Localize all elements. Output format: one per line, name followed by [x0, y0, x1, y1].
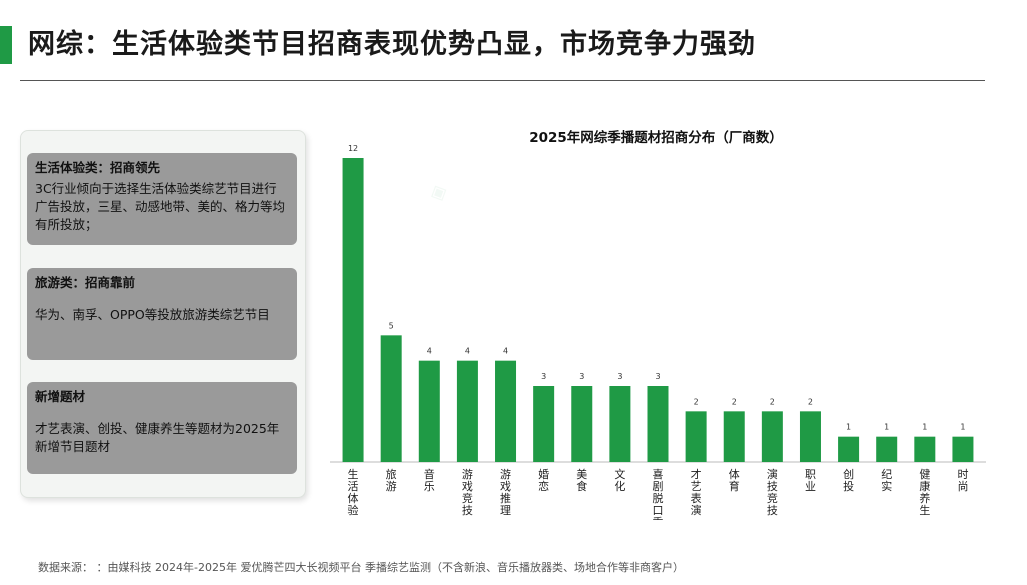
x-tick-label: 健康养生: [919, 468, 930, 517]
bar-13: [838, 436, 860, 462]
chart-title: 2025年网综季播题材招商分布（厂商数）: [529, 129, 783, 146]
bar-14: [876, 436, 898, 462]
x-tick-label: 创投: [843, 468, 854, 493]
bar-1: [380, 335, 402, 462]
card-body: 才艺表演、创投、健康养生等题材为2025年新增节目题材: [35, 421, 280, 454]
x-tick-label: 职业: [805, 468, 816, 493]
x-tick-label: 美食: [576, 468, 587, 493]
bar-value-label: 4: [427, 347, 432, 356]
bar-2: [418, 360, 440, 462]
card-body: 华为、南孚、OPPO等投放旅游类综艺节目: [35, 307, 270, 322]
bar-value-label: 1: [922, 423, 927, 432]
bar-value-label: 1: [960, 423, 965, 432]
title-accent-bar: [0, 26, 12, 64]
x-tick-label: 生活体验: [348, 467, 359, 517]
bar-3: [456, 360, 478, 462]
bars-group: [342, 158, 974, 462]
bar-15: [914, 436, 936, 462]
bar-value-label: 2: [732, 397, 737, 406]
x-tick-label: 游戏竞技: [462, 468, 473, 517]
data-source-note: 数据来源： ：由媒科技 2024年-2025年 爱优腾芒四大长视频平台 季播综艺…: [38, 561, 684, 574]
bar-value-label: 3: [655, 372, 660, 381]
card-lifestyle: 生活体验类：招商领先 3C行业倾向于选择生活体验类综艺节目进行广告投放，三星、动…: [27, 153, 297, 245]
bar-12: [799, 411, 821, 462]
x-tick-label: 文化: [614, 467, 625, 493]
x-tick-label: 音乐: [424, 467, 435, 493]
x-tick-label: 时尚: [957, 468, 968, 493]
bar-4: [495, 360, 517, 462]
bar-value-label: 1: [846, 423, 851, 432]
bar-value-label: 2: [770, 397, 775, 406]
x-tick-label: 纪实: [881, 468, 892, 493]
x-tick-label: 游戏推理: [500, 468, 511, 517]
bar-value-label: 2: [808, 397, 813, 406]
bar-value-label: 4: [503, 347, 508, 356]
card-title: 旅游类：招商靠前: [35, 275, 136, 290]
x-tick-label: 才艺表演: [691, 467, 702, 517]
bar-10: [723, 411, 745, 462]
x-tick-labels-group: 生活体验 旅游 音乐 游戏竞技 游戏推理 婚恋 美食 文化 喜剧脱口秀 才艺表演 体育 演技竞技 职业 创…: [348, 467, 969, 529]
card-title: 新增题材: [35, 389, 86, 404]
x-tick-label: 喜剧脱口秀: [653, 468, 664, 520]
x-tick-label: 旅游: [386, 467, 397, 493]
bar-7: [609, 386, 631, 462]
value-labels-group: 12 5 4 4 4 3 3 3 3 2 2 2 2 1 1 1 1: [348, 144, 966, 432]
card-new-topics: 新增题材 才艺表演、创投、健康养生等题材为2025年新增节目题材: [27, 382, 297, 474]
bar-value-label: 3: [579, 372, 584, 381]
bar-0: [342, 158, 364, 462]
bar-5: [533, 386, 555, 462]
bar-value-label: 12: [348, 144, 358, 153]
bar-value-label: 1: [884, 423, 889, 432]
bar-9: [685, 411, 707, 462]
bar-16: [952, 436, 974, 462]
x-tick-label: 体育: [729, 467, 740, 493]
chart: 2025年网综季播题材招商分布（厂商数） 12 5 4 4 4 3 3 3 3 2 2 2 2 1 1 1 1 …: [318, 120, 998, 529]
bar-11: [761, 411, 783, 462]
card-travel: 旅游类：招商靠前 华为、南孚、OPPO等投放旅游类综艺节目: [27, 268, 297, 360]
bar-value-label: 2: [694, 397, 699, 406]
card-title: 生活体验类：招商领先: [35, 160, 161, 175]
x-tick-label: 演技竞技: [767, 467, 778, 517]
card-body: 3C行业倾向于选择生活体验类综艺节目进行广告投放，三星、动感地带、美的、格力等均…: [35, 181, 286, 232]
bar-value-label: 5: [389, 321, 394, 330]
bar-value-label: 4: [465, 347, 470, 356]
bar-8: [647, 386, 669, 462]
page-title: 网综：生活体验类节目招商表现优势凸显，市场竞争力强劲: [28, 29, 756, 60]
bar-6: [571, 386, 593, 462]
bar-value-label: 3: [541, 372, 546, 381]
bar-value-label: 3: [617, 372, 622, 381]
x-tick-label: 婚恋: [538, 467, 549, 493]
summary-panel: 生活体验类：招商领先 3C行业倾向于选择生活体验类综艺节目进行广告投放，三星、动…: [20, 130, 306, 498]
title-divider: [20, 80, 985, 81]
